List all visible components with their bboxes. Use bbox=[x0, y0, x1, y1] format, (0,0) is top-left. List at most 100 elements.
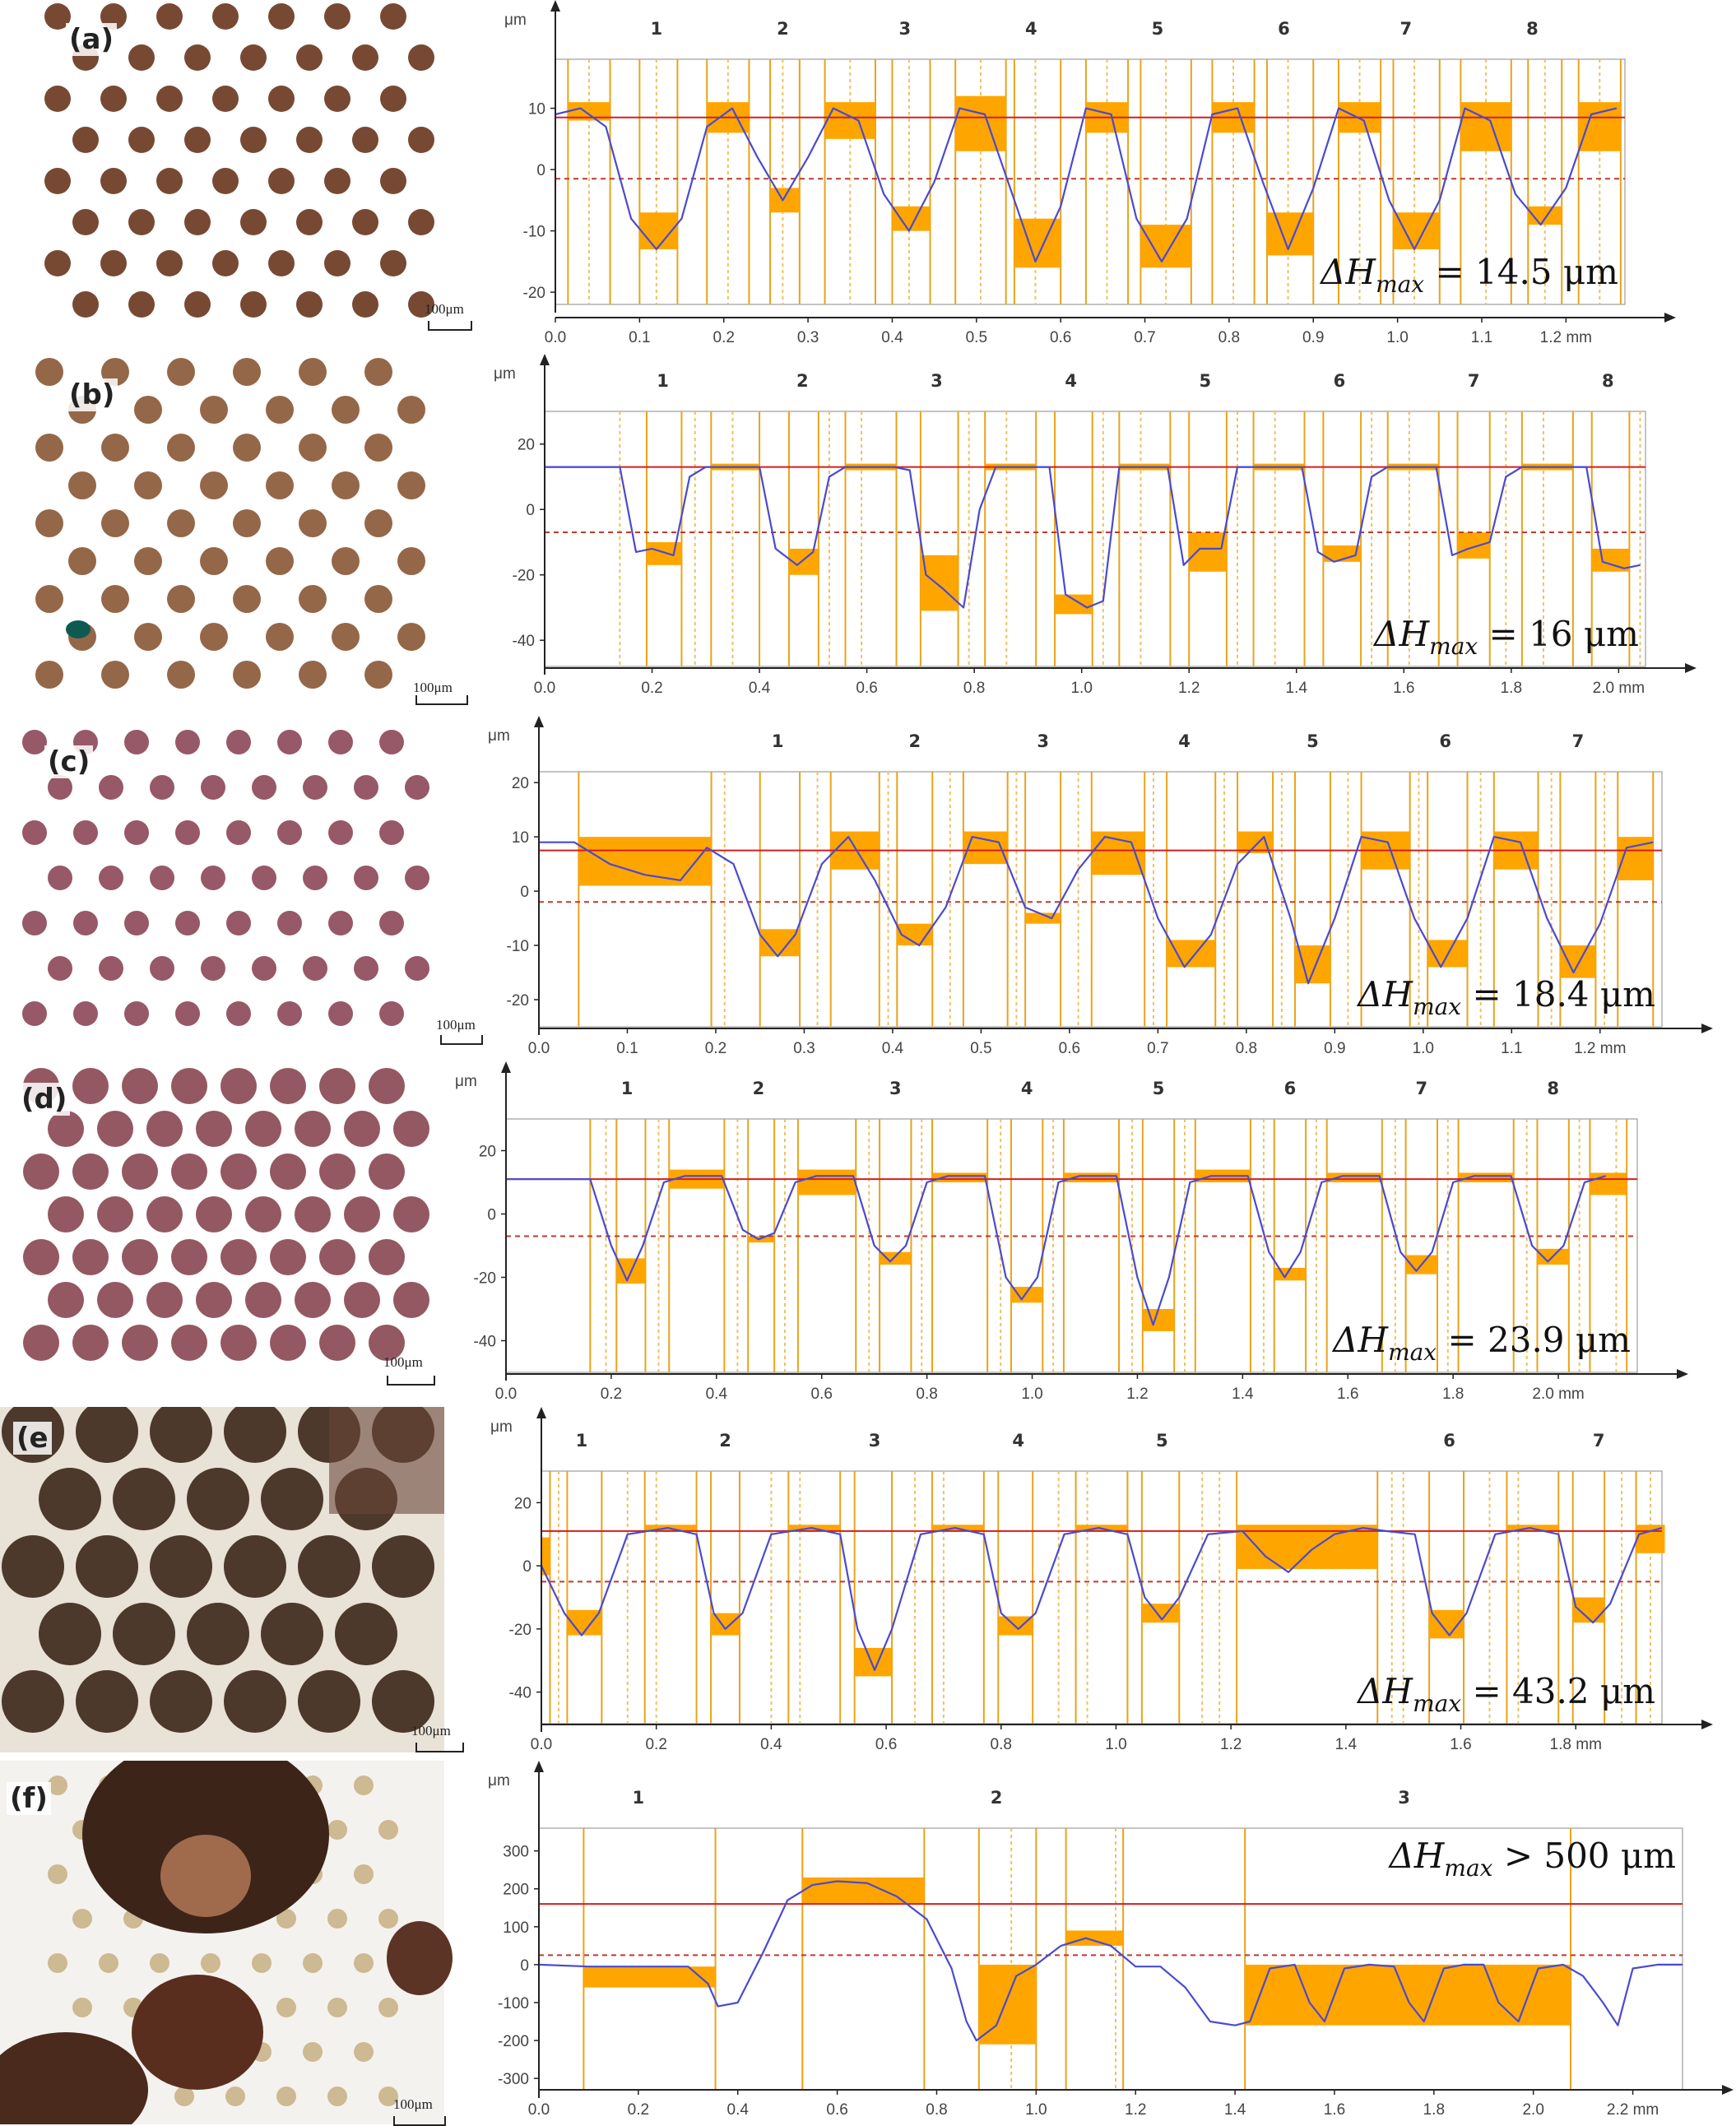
y-tick-label: 20 bbox=[479, 1144, 496, 1161]
x-tick-label: 0.0 bbox=[545, 329, 566, 346]
y-tick-label: -20 bbox=[507, 992, 529, 1010]
delta-h-symbol: ΔH bbox=[1356, 1671, 1413, 1711]
x-tick-label: 2.0 bbox=[1522, 2101, 1543, 2119]
scale-bar-c bbox=[440, 1035, 483, 1045]
delta-h-subscript: max bbox=[1429, 633, 1478, 660]
particle-dot bbox=[226, 1001, 251, 1026]
y-tick-label: 0 bbox=[526, 502, 535, 519]
particle-dot bbox=[73, 911, 98, 935]
particle-dot bbox=[212, 250, 239, 276]
x-tick-label: 0.9 bbox=[1302, 329, 1324, 346]
particle-dot bbox=[22, 820, 47, 845]
particle-dot bbox=[354, 1864, 374, 1884]
feature-index-label: 8 bbox=[1526, 19, 1539, 39]
particle-dot bbox=[268, 3, 295, 30]
particle-dot bbox=[184, 44, 211, 71]
particle-dot bbox=[167, 661, 195, 689]
particle-dot bbox=[76, 1407, 138, 1463]
y-tick-label: -300 bbox=[498, 2071, 529, 2088]
particle-dot bbox=[408, 44, 434, 71]
particle-dot bbox=[187, 1603, 249, 1665]
particle-dot bbox=[97, 1282, 133, 1318]
particle-dot bbox=[134, 471, 162, 499]
feature-index-label: 4 bbox=[1025, 19, 1037, 39]
highlight-box bbox=[1142, 1309, 1175, 1331]
particle-dot bbox=[128, 127, 155, 153]
particle-dot bbox=[364, 661, 392, 689]
particle-dot bbox=[101, 509, 129, 537]
particle-dot bbox=[397, 396, 425, 424]
particle-dot bbox=[354, 1953, 374, 1973]
highlight-box bbox=[1326, 1172, 1382, 1182]
particle-dot bbox=[124, 820, 149, 845]
particle-dot bbox=[113, 1603, 175, 1665]
feature-index-label: 1 bbox=[651, 19, 663, 39]
particle-dot bbox=[319, 1068, 355, 1104]
scale-label-e: 100μm bbox=[411, 1723, 451, 1738]
particle-dot bbox=[48, 1111, 84, 1147]
particle-dot bbox=[124, 1001, 149, 1026]
delta-h-symbol: ΔH bbox=[1387, 1836, 1445, 1876]
x-tick-label: 1.6 bbox=[1337, 1386, 1358, 1403]
particle-dot bbox=[226, 820, 251, 845]
y-tick-label: 0 bbox=[536, 162, 545, 179]
particle-dot bbox=[364, 509, 392, 537]
x-tick-label: 1.4 bbox=[1286, 680, 1308, 697]
y-tick-label: 10 bbox=[528, 101, 545, 118]
x-tick-label: 1.4 bbox=[1232, 1386, 1254, 1403]
particle-dot bbox=[99, 956, 123, 981]
particle-dot bbox=[270, 1325, 306, 1361]
y-tick-label: -20 bbox=[474, 1270, 496, 1288]
x-axis-arrow-icon bbox=[1664, 313, 1676, 323]
highlight-box bbox=[770, 188, 800, 213]
particle-dot bbox=[72, 209, 99, 235]
particle-dot bbox=[101, 434, 129, 462]
highlight-box bbox=[1274, 1267, 1307, 1281]
x-tick-label: 0.5 bbox=[966, 329, 987, 346]
scale-label-c: 100μm bbox=[436, 1017, 476, 1033]
feature-index-label: 3 bbox=[889, 1079, 902, 1098]
x-tick-label: 0.2 bbox=[705, 1040, 726, 1057]
y-tick-label: -200 bbox=[498, 2033, 529, 2050]
large-blob bbox=[0, 2032, 148, 2124]
delta-h-subscript: max bbox=[1388, 1339, 1437, 1366]
y-tick-label: 100 bbox=[503, 1919, 529, 1937]
particle-dot bbox=[226, 730, 251, 754]
particle-dot bbox=[233, 434, 261, 462]
profile-chart-b: μm 0.0 0.2 0.4 0.6 0.8 1.0 1.2 1.4 1.6 1.8 2.0 mm 20… bbox=[477, 354, 1736, 716]
particle-dot bbox=[220, 1154, 257, 1190]
highlight-box bbox=[880, 1251, 912, 1265]
highlight-box bbox=[1065, 1930, 1124, 1946]
y-axis-arrow-icon bbox=[550, 0, 560, 12]
particle-dot bbox=[76, 1535, 138, 1598]
particle-dot bbox=[240, 291, 267, 318]
particle-dot bbox=[156, 3, 183, 30]
particle-dot bbox=[379, 1001, 404, 1026]
particle-dot bbox=[295, 1111, 331, 1147]
feature-index-label: 7 bbox=[1415, 1079, 1427, 1098]
particle-dot bbox=[378, 1909, 398, 1929]
profile-chart-f-svg: μm 0.0 0.2 0.4 0.6 0.8 1.0 1.2 1.4 1.6 1.8 2.0 2.2 m… bbox=[488, 1761, 1734, 2119]
particle-dot bbox=[327, 2087, 347, 2106]
particle-dot bbox=[201, 1953, 220, 1973]
particle-dot bbox=[277, 911, 302, 935]
particle-dot bbox=[226, 911, 251, 935]
x-tick-label: 2.0 mm bbox=[1532, 1386, 1584, 1403]
particle-dot bbox=[201, 866, 225, 890]
particle-dot bbox=[369, 1154, 405, 1190]
particle-dot bbox=[252, 956, 276, 981]
particle-dot bbox=[99, 1953, 118, 1973]
particle-dot bbox=[233, 358, 261, 386]
highlight-box bbox=[1091, 831, 1145, 875]
panel-label-a: (a) bbox=[66, 23, 118, 56]
feature-index-label: 3 bbox=[931, 371, 943, 391]
particle-dot bbox=[252, 866, 276, 890]
highlight-box bbox=[797, 1169, 856, 1195]
particle-dot bbox=[369, 1325, 405, 1361]
particle-dot bbox=[324, 86, 350, 112]
particle-dot bbox=[319, 1154, 355, 1190]
particle-dot bbox=[35, 509, 63, 537]
particle-dot bbox=[352, 291, 378, 318]
highlight-box bbox=[568, 102, 610, 121]
x-axis-arrow-icon bbox=[1677, 1369, 1688, 1379]
